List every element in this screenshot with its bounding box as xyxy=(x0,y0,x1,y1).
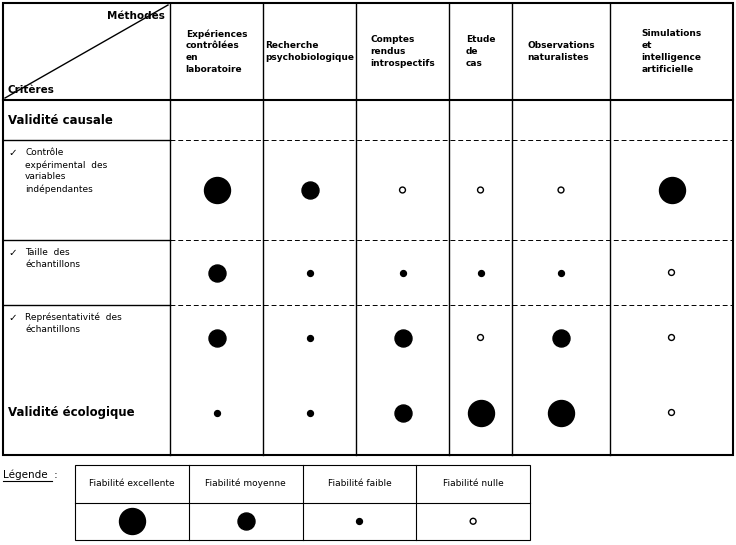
Point xyxy=(467,517,479,525)
Bar xyxy=(3,3,733,455)
Text: Recherche
psychobiologique: Recherche psychobiologique xyxy=(265,41,354,62)
Text: Validité causale: Validité causale xyxy=(8,113,113,126)
Point xyxy=(210,186,222,195)
Point xyxy=(397,333,408,342)
Point xyxy=(304,268,316,277)
Point xyxy=(304,333,316,342)
Text: ✓: ✓ xyxy=(8,148,17,158)
Text: Fiabilité nulle: Fiabilité nulle xyxy=(443,479,503,488)
Text: ✓: ✓ xyxy=(8,248,17,258)
Text: Fiabilité moyenne: Fiabilité moyenne xyxy=(205,479,286,488)
Point xyxy=(555,333,567,342)
Point xyxy=(240,517,252,525)
Point xyxy=(475,333,486,342)
Point xyxy=(665,186,677,195)
Point xyxy=(397,408,408,417)
Point xyxy=(475,268,486,277)
Point xyxy=(665,268,677,277)
Point xyxy=(210,333,222,342)
Point xyxy=(397,268,408,277)
Text: Légende  :: Légende : xyxy=(3,470,57,481)
Point xyxy=(210,408,222,417)
Point xyxy=(555,268,567,277)
Text: ✓: ✓ xyxy=(8,313,17,323)
Text: Fiabilité faible: Fiabilité faible xyxy=(328,479,392,488)
Point xyxy=(475,186,486,195)
Text: Méthodes: Méthodes xyxy=(107,11,165,21)
Text: Comptes
rendus
introspectifs: Comptes rendus introspectifs xyxy=(370,35,435,68)
Point xyxy=(304,186,316,195)
Point xyxy=(353,517,365,525)
Point xyxy=(397,186,408,195)
Text: Critères: Critères xyxy=(8,85,55,95)
Point xyxy=(126,517,138,525)
Text: Observations
naturalistes: Observations naturalistes xyxy=(527,41,595,62)
Point xyxy=(475,408,486,417)
Text: Représentativité  des
échantillons: Représentativité des échantillons xyxy=(25,313,121,334)
Point xyxy=(665,408,677,417)
Text: Simulations
et
intelligence
artificielle: Simulations et intelligence artificielle xyxy=(641,29,701,74)
Text: Taille  des
échantillons: Taille des échantillons xyxy=(25,248,80,269)
Text: Fiabilité excellente: Fiabilité excellente xyxy=(89,479,174,488)
Point xyxy=(665,333,677,342)
Text: Etude
de
cas: Etude de cas xyxy=(466,35,495,68)
Text: Expériences
contrôlées
en
laboratoire: Expériences contrôlées en laboratoire xyxy=(185,29,247,74)
Text: Contrôle
expérimental  des
variables
indépendantes: Contrôle expérimental des variables indé… xyxy=(25,148,107,194)
Text: Validité écologique: Validité écologique xyxy=(8,406,135,419)
Point xyxy=(304,408,316,417)
Point xyxy=(210,268,222,277)
Bar xyxy=(75,465,530,540)
Point xyxy=(555,186,567,195)
Point xyxy=(555,408,567,417)
